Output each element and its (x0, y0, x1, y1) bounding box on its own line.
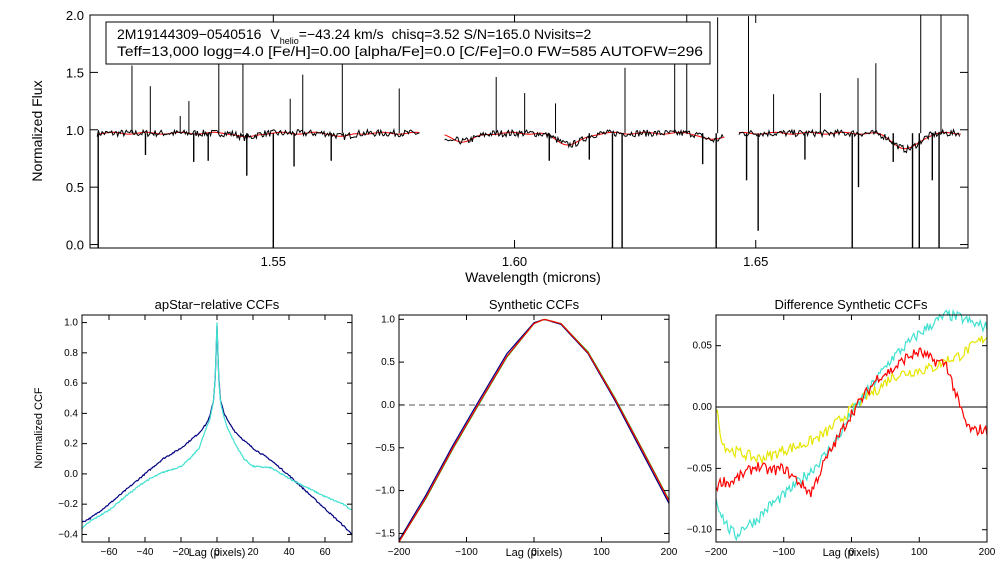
apstar-ccf-x-tick-label: −60 (101, 547, 118, 558)
synthetic-ccf-axes: −200 −100 0 100 200 −1.5 −1.0 −0.5 0.0 0.5 1.0 (375, 314, 678, 558)
spectrum-frame (89, 14, 969, 249)
vhelio-label: V (270, 26, 280, 42)
difference-ccf-series-turquoise (715, 308, 988, 542)
observed-spectrum-chip-2 (444, 128, 724, 149)
apstar-ccf-x-tick-label: 20 (247, 547, 259, 558)
apstar-ccf-y-tick-label: 0.4 (64, 408, 78, 419)
apstar-ccf-plot-area (81, 322, 353, 536)
observed-spectrum-chip-3 (738, 128, 961, 154)
synthetic-ccf-series-red (398, 318, 670, 543)
spectrum-panel: 1.55 1.60 1.65 0.0 0.5 1.0 1.5 2.0 2M19144309−0… (29, 8, 969, 285)
observed-spectrum-chip-1 (96, 127, 420, 142)
spectrum-y-tick-label: 2.0 (66, 8, 84, 23)
spectrum-y-tick-label: 1.0 (66, 123, 84, 138)
apstar-ccf-y-tick-label: 0.2 (64, 439, 78, 450)
difference-ccf-series-yellow (715, 335, 988, 466)
difference-ccf-y-tick-label: 0.00 (693, 402, 713, 413)
difference-ccf-plot-area (715, 308, 988, 542)
difference-ccf-y-tick-label: −0.05 (687, 463, 713, 474)
difference-ccf-x-tick-label: 100 (911, 547, 928, 558)
difference-ccf-series-red (715, 347, 988, 498)
synthetic-ccf-x-tick-label: 100 (593, 547, 610, 558)
apstar-ccf-axes: −60 −40 −20 0 20 40 60 −0.4 −0.2 0.0 0.2 0.4 0.6 0.8 1… (58, 315, 352, 558)
apstar-ccf-y-tick-label: −0.2 (58, 499, 78, 510)
synthetic-ccf-x-tick-label: 200 (661, 547, 678, 558)
difference-ccf-x-tick-label: 0 (849, 547, 855, 558)
stellar-parameters: Teff=13,000 logg=4.0 [Fe/H]=0.00 [alpha/… (117, 43, 703, 59)
difference-ccf-y-tick-label: 0.05 (693, 341, 713, 352)
apstar-ccf-x-tick-label: 0 (214, 547, 220, 558)
synthetic-ccf-x-tick-label: −200 (388, 547, 411, 558)
synthetic-ccf-x-tick-label: 0 (531, 547, 537, 558)
apstar-ccf-panel: −60 −40 −20 0 20 40 60 −0.4 −0.2 0.0 0.2 0.4 0.6 0.8 1… (33, 297, 353, 559)
vhelio-value: =−43.24 km/s (299, 26, 384, 42)
apstar-ccf-y-axis-label: Normalized CCF (33, 387, 45, 469)
synthetic-ccf-y-tick-label: −0.5 (375, 443, 395, 454)
apstar-ccf-x-tick-label: −20 (173, 547, 190, 558)
spectrum-y-tick-label: 0.5 (66, 180, 84, 195)
synthetic-ccf-y-tick-label: 0.0 (381, 400, 395, 411)
spectrum-x-tick-label: 1.65 (743, 254, 768, 269)
synthetic-ccf-y-tick-label: −1.5 (375, 528, 395, 539)
synthetic-ccf-y-tick-label: −1.0 (375, 486, 395, 497)
difference-ccf-x-tick-label: 200 (979, 547, 996, 558)
apstar-ccf-x-tick-label: 60 (319, 547, 331, 558)
synthetic-ccf-panel: −200 −100 0 100 200 −1.5 −1.0 −0.5 0.0 0.5 1.0 Syn… (375, 297, 678, 559)
apstar-ccf-x-tick-label: 40 (283, 547, 295, 558)
synthetic-ccf-y-tick-label: 0.5 (381, 357, 395, 368)
star-id: 2M19144309−0540516 (117, 26, 262, 42)
apstar-ccf-y-tick-label: 1.0 (64, 318, 78, 329)
synthetic-ccf-y-tick-label: 1.0 (381, 314, 395, 325)
difference-ccf-y-tick-label: −0.10 (687, 525, 713, 536)
synthetic-ccf-x-axis-label: Lag (pixels) (506, 547, 563, 559)
spectrum-axes: 1.55 1.60 1.65 0.0 0.5 1.0 1.5 2.0 (66, 8, 968, 269)
apstar-ccf-y-tick-label: −0.4 (58, 529, 78, 540)
annotation-line-1: 2M19144309−0540516 Vhelio=−43.24 km/s chis… (117, 26, 591, 46)
apstar-ccf-x-axis-label: Lag (pixels) (189, 547, 246, 559)
synthetic-ccf-series-blue (398, 318, 670, 541)
spectrum-y-axis-label: Normalized Flux (29, 80, 45, 181)
difference-ccf-title: Difference Synthetic CCFs (775, 297, 928, 312)
spectrum-x-tick-label: 1.60 (502, 254, 527, 269)
spectrum-plot-area (96, 15, 961, 248)
apstar-ccf-x-tick-label: −40 (137, 547, 154, 558)
fit-stats: chisq=3.52 S/N=165.0 Nvisits=2 (392, 26, 592, 42)
spectrum-x-axis-label: Wavelength (microns) (465, 269, 601, 285)
synthetic-ccf-title: Synthetic CCFs (489, 297, 580, 312)
apstar-ccf-y-tick-label: 0.0 (64, 469, 78, 480)
spectrum-x-tick-label: 1.55 (261, 254, 286, 269)
spectrum-y-tick-label: 0.0 (66, 238, 84, 253)
apstar-ccf-y-tick-label: 0.6 (64, 378, 78, 389)
difference-ccf-x-axis-label: Lag (pixels) (823, 547, 880, 559)
difference-ccf-x-tick-label: −200 (705, 547, 728, 558)
difference-ccf-x-tick-label: −100 (772, 547, 795, 558)
apstar-ccf-y-tick-label: 0.8 (64, 348, 78, 359)
annotation-box (105, 21, 711, 65)
vhelio-subscript: helio (280, 36, 299, 46)
difference-ccf-panel: −200 −100 0 100 200 −0.10 −0.05 0.00 0.05 Differ… (687, 297, 996, 559)
spectrum-y-tick-label: 1.5 (66, 65, 84, 80)
difference-ccf-axes: −200 −100 0 100 200 −0.10 −0.05 0.00 0.05 (687, 315, 996, 558)
apstar-ccf-series-visit-2 (81, 322, 353, 530)
apstar-ccf-title: apStar−relative CCFs (155, 297, 280, 312)
synthetic-ccf-x-tick-label: −100 (455, 547, 478, 558)
synthetic-ccf-plot-area (398, 318, 670, 543)
